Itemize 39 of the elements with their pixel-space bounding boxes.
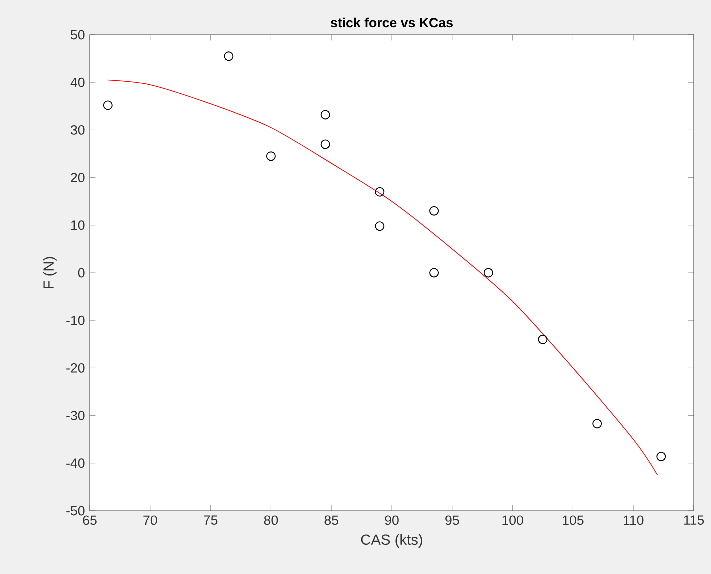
x-tick-label: 95 [446,516,460,526]
y-tick-label: -20 [66,363,85,373]
y-tick-label: 20 [71,173,85,183]
y-tick-label: 50 [71,30,85,40]
x-tick-label: 65 [83,516,97,526]
x-tick-label: 80 [264,516,278,526]
point [320,110,330,120]
point [320,140,330,150]
point [103,100,113,110]
y-axis-title: F (N) [43,257,57,288]
y-tick-label: 10 [71,220,85,230]
point [375,222,385,232]
x-tick-label: 75 [204,516,218,525]
y-tick-label: -40 [66,458,85,468]
x-tick-label: 115 [684,516,704,525]
x-tick-label: 110 [624,516,644,526]
point [656,452,666,462]
point [484,268,494,278]
point [375,187,385,197]
y-tick-label: 0 [78,268,85,278]
y-tick-label: -30 [66,411,85,420]
point [538,334,548,344]
x-tick-label: 105 [563,516,584,526]
point [430,268,440,278]
y-tick-label: -10 [66,316,85,326]
point [592,419,602,429]
x-tick-label: 85 [324,516,338,526]
x-axis-title: CAS (kts) [361,534,422,548]
x-tick-label: 90 [385,516,399,526]
y-tick-label: -50 [66,506,85,516]
point [266,152,276,162]
line-series [108,80,658,476]
chart-title: stick force vs KCas [330,18,453,28]
point [430,206,440,216]
x-tick-label: 70 [144,516,158,526]
x-tick-label: 100 [502,516,524,526]
y-tick-label: 30 [70,125,85,135]
point [224,52,234,62]
y-tick-label: 40 [70,78,85,88]
